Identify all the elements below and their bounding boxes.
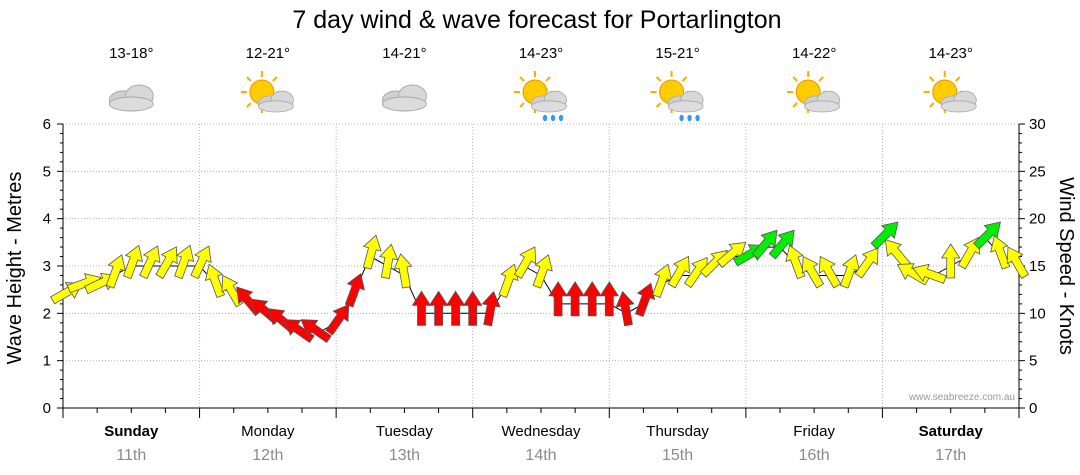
rain-drop-icon bbox=[558, 114, 564, 122]
left-axis-title: Wave Height - Metres bbox=[4, 172, 26, 365]
right-axis-title: Wind Speed - Knots bbox=[1055, 177, 1077, 355]
wind-arrow bbox=[122, 244, 144, 280]
wind-arrow bbox=[325, 304, 350, 336]
day-name: Tuesday bbox=[376, 423, 433, 440]
wind-arrow bbox=[462, 290, 483, 326]
wind-arrow bbox=[801, 255, 825, 289]
wind-arrow bbox=[532, 254, 553, 289]
wind-arrow bbox=[565, 281, 585, 317]
rain-drop-icon bbox=[542, 114, 548, 122]
wind-arrow bbox=[283, 319, 315, 344]
wind-arrow bbox=[300, 319, 332, 344]
day-name: Monday bbox=[241, 423, 295, 440]
day-name: Friday bbox=[793, 423, 835, 440]
cloud-icon bbox=[108, 84, 154, 112]
sun-cloud-rain-icon bbox=[513, 70, 567, 122]
wind-arrow bbox=[445, 290, 466, 326]
day-temperature: 13-18° bbox=[109, 45, 153, 62]
right-tick-label: 20 bbox=[1029, 211, 1046, 228]
rain-drop-icon bbox=[687, 114, 692, 122]
day-name: Thursday bbox=[646, 423, 709, 440]
wind-arrow bbox=[1006, 246, 1030, 279]
wind-arrow bbox=[940, 243, 961, 279]
wind-arrow bbox=[204, 263, 225, 299]
partly-sunny-icon bbox=[786, 70, 841, 114]
day-date: 16th bbox=[799, 447, 830, 464]
day-date: 15th bbox=[662, 447, 693, 464]
day-temperature: 14-23° bbox=[929, 45, 973, 62]
wind-arrow bbox=[139, 245, 161, 280]
wind-arrow bbox=[615, 290, 635, 327]
right-tick-label: 5 bbox=[1029, 353, 1037, 370]
wind-arrow bbox=[362, 234, 382, 270]
cloudy-icon bbox=[108, 84, 154, 112]
wind-arrow bbox=[635, 282, 656, 318]
wind-arrow bbox=[379, 243, 399, 279]
wind-arrow bbox=[599, 281, 620, 317]
day-labels: Sunday 11th Monday 12th Tuesday 13th Wednesday… bbox=[104, 423, 983, 464]
day-date: 13th bbox=[389, 447, 420, 464]
wind-arrow bbox=[174, 244, 195, 280]
partly-sunny-icon bbox=[922, 70, 977, 114]
day-date: 11th bbox=[116, 447, 146, 464]
rain-drop-icon bbox=[679, 114, 684, 122]
right-tick-label: 15 bbox=[1029, 258, 1046, 275]
partly-sunny-icon bbox=[239, 70, 294, 114]
day-temperature: 14-23° bbox=[519, 45, 563, 62]
day-date: 17th bbox=[935, 447, 966, 464]
sun-cloud-rain-icon bbox=[649, 70, 704, 122]
left-tick-label: 2 bbox=[43, 305, 51, 322]
wind-arrow bbox=[428, 290, 449, 326]
wind-arrow bbox=[344, 273, 365, 308]
day-name: Sunday bbox=[104, 423, 159, 440]
watermark: www.seabreeze.com.au bbox=[908, 392, 1015, 403]
right-tick-label: 10 bbox=[1029, 305, 1046, 322]
right-tick-label: 25 bbox=[1029, 163, 1046, 180]
left-tick-label: 0 bbox=[43, 400, 51, 417]
rain-drop-icon bbox=[550, 114, 556, 122]
wind-arrow bbox=[912, 263, 947, 284]
wind-arrow bbox=[854, 247, 879, 279]
left-tick-label: 6 bbox=[43, 116, 51, 133]
wind-arrow bbox=[498, 263, 519, 299]
wind-arrow bbox=[393, 253, 413, 289]
left-tick-label: 5 bbox=[43, 163, 51, 180]
wind-arrow bbox=[870, 221, 899, 250]
chart-title: 7 day wind & wave forecast for Portarlin… bbox=[292, 6, 781, 34]
wind-arrow bbox=[667, 255, 690, 289]
day-date: 12th bbox=[252, 447, 283, 464]
day-name: Saturday bbox=[919, 423, 984, 440]
right-tick-label: 30 bbox=[1029, 116, 1046, 133]
cloud-icon bbox=[381, 84, 427, 112]
day-name: Wednesday bbox=[502, 423, 581, 440]
wind-arrow bbox=[190, 245, 212, 280]
left-tick-label: 3 bbox=[43, 258, 51, 275]
wind-arrow bbox=[155, 246, 178, 279]
wind-arrow bbox=[548, 281, 568, 317]
wind-arrow bbox=[751, 229, 778, 260]
day-headers: 13-18° 12-21° 14-21° 14-23° 15-21° 14-22° 14-2… bbox=[108, 45, 977, 122]
wind-arrow bbox=[513, 246, 537, 279]
day-temperature: 15-21° bbox=[655, 45, 699, 62]
cloudy-icon bbox=[381, 84, 427, 112]
right-tick-label: 0 bbox=[1029, 400, 1037, 417]
wind-arrow bbox=[411, 290, 432, 326]
day-date: 14th bbox=[525, 447, 556, 464]
wind-arrow bbox=[957, 236, 981, 270]
wind-arrow bbox=[582, 281, 602, 317]
left-tick-label: 1 bbox=[43, 353, 51, 370]
left-tick-label: 4 bbox=[43, 211, 51, 228]
wind-arrow bbox=[481, 290, 501, 327]
day-temperature: 14-21° bbox=[382, 45, 426, 62]
day-temperature: 12-21° bbox=[246, 45, 290, 62]
wind-arrow bbox=[990, 235, 1011, 270]
wind-arrow bbox=[818, 255, 842, 289]
wind-arrow bbox=[896, 263, 930, 286]
rain-drop-icon bbox=[695, 114, 700, 122]
wind-arrow bbox=[105, 254, 126, 289]
wind-arrows bbox=[50, 221, 1030, 344]
day-temperature: 14-22° bbox=[792, 45, 836, 62]
wind-arrow bbox=[785, 244, 806, 280]
